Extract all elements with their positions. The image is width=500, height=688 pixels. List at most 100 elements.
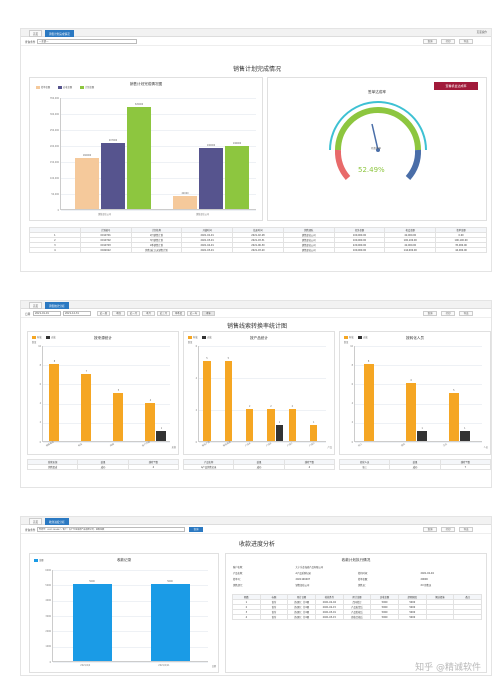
invalid-bar — [275, 425, 284, 441]
data-label: 42000 — [181, 191, 189, 195]
data-label: 190000 — [206, 144, 216, 148]
legend-valid: 有效 — [344, 335, 354, 339]
payment-plan-table: 期数 标题 预计日期 收款条件 预计金额 实收金额 超期原因 解决措施 备注 1 首付 首(期)：共4… — [232, 594, 482, 620]
print-button[interactable]: 打印 — [441, 39, 455, 44]
tab-sales-analysis[interactable]: 销售统计分析 — [45, 302, 69, 309]
gridline — [61, 178, 256, 179]
x-tick-label: 产品A — [244, 441, 251, 448]
info-cell: 2021100407 — [295, 577, 311, 581]
quick-range-button[interactable]: 本月 — [142, 311, 155, 316]
screen-lead-conversion: 首页 销售统计分析 日期 2021-01-01 2021-12-31 近一周 本周… — [20, 300, 492, 488]
info-row: 产品名称： A产品采购记录 签约时间： 2021-02-04 — [232, 570, 482, 576]
quick-range-button[interactable]: 本年 — [202, 311, 215, 316]
y-tick-label: 0 — [195, 440, 197, 444]
date-from-input[interactable]: 2021-01-01 — [33, 311, 61, 316]
y-tick-label: 5000 — [45, 583, 51, 587]
y-tick-label: 2 — [351, 421, 353, 425]
query-button[interactable]: 查询 — [423, 311, 437, 316]
tab-collection-progress[interactable]: 收款进度分析 — [45, 518, 69, 525]
plan-chart-plot: 0 50,000 100,000 150,000 200,000 250,000 300,0… — [50, 97, 256, 216]
data-label: 5000 — [89, 580, 95, 584]
page-ops-menu[interactable]: 页面操作 — [476, 31, 487, 34]
x-tick-label: 2021/2/4 — [80, 664, 91, 667]
print-button[interactable]: 打印 — [441, 527, 455, 532]
x-axis-unit: 人员 — [483, 446, 488, 449]
info-row: 签单号： 2021100407 签单金额： 20000 — [232, 576, 482, 582]
contract-query-button[interactable]: 查询 — [189, 527, 203, 532]
table-row[interactable]: 4 首付 首(期)：共4期 2021-03-15 验收合格后 5000 5000 — [232, 614, 482, 620]
table-row[interactable]: 3 0010703 2季销售计划 2021-04-01 2021-06-30 销售部总公司… — [29, 242, 487, 248]
export-button[interactable]: 导出 — [459, 311, 473, 316]
y-tick-label: 4 — [39, 402, 41, 406]
table-row[interactable]: 张三 成功 7 — [338, 464, 491, 470]
info-cell: 销售部总公司 — [295, 584, 310, 587]
table-cell — [453, 614, 482, 620]
chart-bar — [127, 106, 151, 209]
plan-chart-title: 销售计划完成情况图 — [129, 82, 163, 86]
legend-invalid: 无效 — [46, 335, 56, 339]
stat-panel: 按产品统计 有效 无效 数量 产品 0 2 4 6 5 智能产品 5 智能家居 2 产品A 2 1 产品B 2 产品C… — [183, 331, 335, 455]
tab-bar: 首页 销售统计分析 — [21, 301, 491, 309]
quick-range-button[interactable]: 本季度 — [172, 311, 185, 316]
y-tick-label: 350,000 — [49, 96, 59, 100]
y-tick-label: 0 — [49, 660, 51, 664]
filter-select[interactable]: —全部— — [37, 39, 137, 44]
quick-range-button[interactable]: 本周 — [112, 311, 125, 316]
date-to-input[interactable]: 2021-12-31 — [63, 311, 91, 316]
table-row[interactable]: 2 首付 首(期)：共4期 2021-02-15 产品发货后 5000 5000 — [232, 604, 482, 610]
tab-home[interactable]: 首页 — [29, 30, 43, 37]
info-cell: XX 销售员 — [420, 584, 432, 587]
table-cell: 4 — [127, 464, 180, 470]
table-cell: 首付 — [259, 614, 289, 620]
stat-table: 产品名称 结果 线索个数 A产品销售记录 成功 4 — [182, 459, 336, 470]
stat-plot: 0 2 4 6 5 智能产品 5 智能家居 2 产品A 2 1 产品B 2 产品C 1 产品D — [196, 345, 326, 447]
data-label: 207000 — [108, 138, 118, 142]
info-row: 销售部门： 销售部总公司 销售员： XX 销售员 — [232, 582, 482, 588]
query-button[interactable]: 查询 — [423, 527, 437, 532]
chart-bar — [225, 146, 249, 209]
valid-bar — [81, 373, 92, 441]
table-cell — [425, 614, 455, 620]
screen-collection-progress: 首页 收款进度分析 查询条件 合同号：2021100407 - 客户：大宁乐金海… — [20, 516, 492, 676]
gridline — [61, 162, 256, 163]
watermark: 知乎 @精诚软件 — [415, 663, 481, 673]
contract-select[interactable]: 合同号：2021100407 - 客户：大宁乐金海商产品有限公司 - 销售金额 — [37, 527, 185, 532]
export-button[interactable]: 导出 — [459, 39, 473, 44]
data-label: 160000 — [82, 153, 92, 157]
query-button[interactable]: 查询 — [423, 39, 437, 44]
quick-range-button[interactable]: 近三月 — [157, 311, 170, 316]
table-cell: 4 — [29, 247, 81, 253]
print-button[interactable]: 打印 — [441, 311, 455, 316]
valid-bar — [309, 425, 318, 441]
quick-range-button[interactable]: 近一周 — [97, 311, 110, 316]
table-row[interactable]: 2 0010702 3月销售计划 2021-03-01 2021-03-31 销售部总公司… — [29, 237, 487, 243]
tab-sales-plan[interactable]: 销售计划完成情况 — [45, 30, 74, 37]
data-label: 2 — [270, 405, 272, 408]
gridline — [199, 378, 326, 379]
legend-valid: 有效 — [188, 335, 198, 339]
data-label: 8 — [367, 360, 370, 364]
gridline — [199, 442, 326, 443]
tab-home[interactable]: 首页 — [29, 518, 43, 525]
tab-home[interactable]: 首页 — [29, 302, 43, 309]
quick-range-button[interactable]: 近一月 — [127, 311, 140, 316]
y-tick-label: 300,000 — [49, 112, 59, 116]
stat-plot: 0 2 4 6 8 10 8 张三 6 1 李四 5 1 王五 — [350, 345, 482, 447]
export-button[interactable]: 导出 — [459, 527, 473, 532]
view-opportunity-rate-button[interactable]: 查看机会达成率 — [434, 82, 478, 90]
date-label: 日期 — [25, 313, 31, 316]
gridline — [355, 346, 482, 347]
chart-bar — [75, 157, 99, 209]
y-tick-label: 250,000 — [49, 128, 59, 132]
gridline — [61, 194, 256, 195]
table-row[interactable]: 销售渠道 成功 4 — [26, 464, 180, 470]
legend-planned: 计划金额 — [80, 85, 94, 89]
quick-range-button[interactable]: 近一年 — [187, 311, 200, 316]
table-row[interactable]: A产品销售记录 成功 4 — [182, 464, 336, 470]
gridline — [53, 646, 208, 648]
data-label: 2 — [248, 405, 251, 408]
stat-panel: 按转化人员 有效 无效 数量 人员 0 2 4 6 8 10 8 张三 6 1 李四 5 1 王五 — [339, 331, 491, 455]
table-row[interactable]: 4 0022022 销售(返工)天销售计划 2021-03-01 2021-03-20 销… — [29, 247, 487, 253]
y-tick-label: 100,000 — [49, 176, 59, 180]
plan-execution-title: 收款计划执行情况 — [341, 558, 371, 562]
